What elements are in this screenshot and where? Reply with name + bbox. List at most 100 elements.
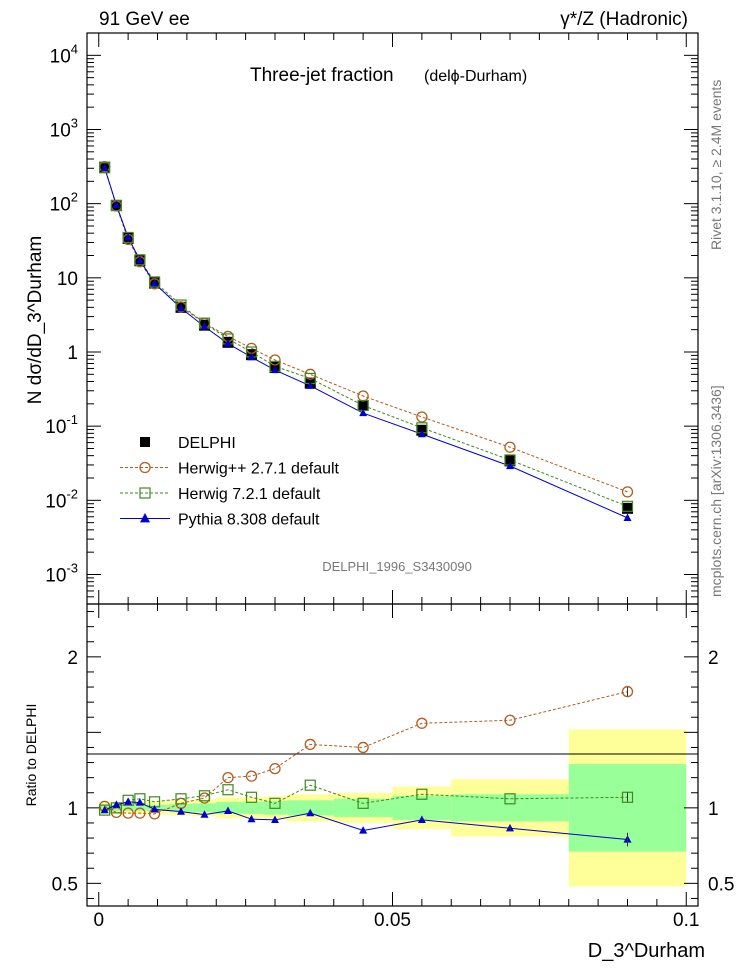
ratio-point-pythia-8-308-default bbox=[247, 814, 256, 823]
ratio-bands bbox=[98, 729, 687, 887]
main-point-pythia-8-308-default bbox=[247, 352, 256, 361]
ratio-point-herwig-7-2-1-default bbox=[357, 797, 369, 809]
ratio-y-tick-label-right: 1 bbox=[708, 799, 719, 820]
plot-title: Three-jet fraction bbox=[250, 65, 394, 86]
legend-item: Pythia 8.308 default bbox=[120, 512, 320, 529]
ratio-y-tick-label: 1 bbox=[67, 799, 78, 820]
main-point-herwig-7-2-1-default bbox=[148, 276, 161, 288]
ratio-point-pythia-8-308-default bbox=[359, 826, 368, 834]
ratio-line-herwig-7-2-1-default bbox=[104, 784, 628, 811]
main-point-herwig-7-2-1-default bbox=[122, 231, 134, 244]
ratio-point-herwig-7-2-1-default bbox=[245, 791, 258, 803]
ratio-point-herwig-7-2-1-default bbox=[304, 779, 316, 791]
main-point-pythia-8-308-default bbox=[271, 365, 279, 374]
ratio-y-tick-label-right: 0.5 bbox=[708, 874, 734, 895]
ratio-point-pythia-8-308-default bbox=[150, 804, 159, 813]
ratio-point-herwig-7-2-1-default bbox=[222, 784, 234, 796]
legend-item: DELPHI bbox=[140, 435, 236, 452]
main-point-pythia-8-308-default bbox=[306, 381, 315, 389]
legend-marker bbox=[139, 461, 151, 474]
main-line-herwig-7-2-1-default bbox=[104, 167, 628, 507]
ratio-point-herwig-7-2-1-default bbox=[175, 793, 187, 805]
main-point-pythia-8-308-default bbox=[417, 429, 426, 438]
ratio-point-herwig-2-7-1-default bbox=[304, 738, 316, 751]
main-point-pythia-8-308-default bbox=[506, 461, 514, 470]
band-stat-10 bbox=[286, 800, 334, 816]
legend-label: Pythia 8.308 default bbox=[178, 512, 320, 529]
legend-label: Herwig++ 2.7.1 default bbox=[178, 461, 340, 478]
ratio-point-pythia-8-308-default bbox=[306, 808, 315, 817]
ratio-point-herwig-7-2-1-default bbox=[122, 794, 134, 806]
main-y-tick-label: 102 bbox=[50, 190, 78, 216]
header-right: γ*/Z (Hadronic) bbox=[560, 9, 688, 30]
main-point-herwig-2-7-1-default bbox=[269, 354, 281, 366]
main-y-tick-label: 10 bbox=[57, 269, 78, 290]
legend-marker bbox=[139, 487, 151, 499]
ratio-point-herwig-7-2-1-default bbox=[198, 790, 211, 802]
main-point-herwig-7-2-1-default bbox=[99, 162, 111, 174]
legend-marker bbox=[140, 437, 150, 447]
main-y-tick-label: 10-1 bbox=[45, 412, 78, 438]
ratio-point-herwig-2-7-1-default bbox=[245, 770, 258, 782]
side-text-rivet: Rivet 3.1.10, ≥ 2.4M events bbox=[708, 80, 724, 250]
ratio-y-tick-label-right: 2 bbox=[708, 648, 719, 669]
main-y-tick-label: 1 bbox=[67, 343, 78, 364]
ratio-point-pythia-8-308-default bbox=[124, 797, 133, 805]
main-y-axis-label: N dσ/dD_3^Durham bbox=[25, 236, 46, 405]
ratio-point-pythia-8-308-default bbox=[100, 805, 109, 814]
ratio-point-herwig-7-2-1-default bbox=[416, 788, 428, 800]
x-axis-label: D_3^Durham bbox=[588, 940, 705, 962]
ratio-point-herwig-2-7-1-default bbox=[357, 741, 369, 754]
main-point-delphi bbox=[622, 502, 633, 514]
main-point-pythia-8-308-default bbox=[124, 233, 133, 241]
main-point-pythia-8-308-default bbox=[200, 322, 209, 330]
ratio-point-herwig-2-7-1-default bbox=[222, 772, 234, 784]
ratio-point-pythia-8-308-default bbox=[417, 815, 426, 824]
main-y-tick-label: 103 bbox=[50, 115, 78, 141]
main-point-pythia-8-308-default bbox=[224, 339, 232, 347]
x-tick-label: 0.1 bbox=[673, 910, 699, 931]
main-y-tick-label: 10-2 bbox=[45, 486, 78, 512]
legend-item: Herwig++ 2.7.1 default bbox=[120, 461, 340, 478]
ratio-point-pythia-8-308-default bbox=[271, 815, 279, 824]
legend-item: Herwig 7.2.1 default bbox=[120, 486, 321, 503]
band-stat-6 bbox=[192, 803, 217, 813]
ratio-point-pythia-8-308-default bbox=[135, 798, 144, 806]
ratio-point-pythia-8-308-default bbox=[200, 810, 209, 818]
x-tick-label: 0.05 bbox=[374, 910, 411, 931]
main-point-herwig-2-7-1-default bbox=[504, 441, 516, 453]
x-tick-label: 0 bbox=[93, 910, 104, 931]
side-text-mcplots: mcplots.cern.ch [arXiv:1306.3436] bbox=[708, 385, 724, 597]
main-point-pythia-8-308-default bbox=[100, 163, 109, 171]
ratio-point-herwig-7-2-1-default bbox=[504, 793, 516, 805]
ratio-y-axis-label: Ratio to DELPHI bbox=[23, 704, 39, 807]
header-left: 91 GeV ee bbox=[99, 9, 190, 30]
ratio-point-pythia-8-308-default bbox=[224, 806, 232, 814]
ratio-point-herwig-2-7-1-default bbox=[134, 807, 146, 819]
ratio-point-pythia-8-308-default bbox=[112, 800, 121, 808]
main-point-delphi bbox=[357, 399, 369, 411]
main-point-herwig-2-7-1-default bbox=[621, 486, 634, 498]
main-point-herwig-7-2-1-default bbox=[134, 254, 146, 266]
ratio-y-tick-label: 0.5 bbox=[52, 874, 78, 895]
ratio-point-herwig-2-7-1-default bbox=[621, 685, 634, 698]
ratio-y-tick-label: 2 bbox=[67, 648, 78, 669]
main-point-delphi bbox=[504, 455, 516, 467]
ratio-point-herwig-7-2-1-default bbox=[621, 791, 634, 803]
legend: DELPHI Herwig++ 2.7.1 default Herwig 7.2.1… bbox=[120, 435, 340, 529]
plot-subtitle: (delϕ-Durham) bbox=[424, 68, 527, 85]
ratio-point-herwig-2-7-1-default bbox=[269, 762, 281, 775]
ratio-point-herwig-2-7-1-default bbox=[416, 717, 428, 729]
ratio-point-herwig-2-7-1-default bbox=[504, 714, 516, 726]
main-point-pythia-8-308-default bbox=[112, 200, 121, 209]
ratio-point-pythia-8-308-default bbox=[177, 807, 185, 815]
main-point-herwig-7-2-1-default bbox=[621, 500, 634, 512]
band-stat-8 bbox=[239, 801, 264, 814]
ratio-point-herwig-7-2-1-default bbox=[269, 797, 281, 809]
analysis-id: DELPHI_1996_S3430090 bbox=[322, 559, 472, 574]
axis-ticks: 10-3 10-2 10-1 1 10 102 103 104 0 0.05 0.1 0.5 0.5 1 1… bbox=[45, 32, 734, 931]
main-y-tick-label: 10-3 bbox=[45, 560, 78, 586]
legend-label: DELPHI bbox=[178, 435, 236, 452]
legend-marker bbox=[140, 513, 150, 523]
main-point-pythia-8-308-default bbox=[359, 408, 368, 417]
